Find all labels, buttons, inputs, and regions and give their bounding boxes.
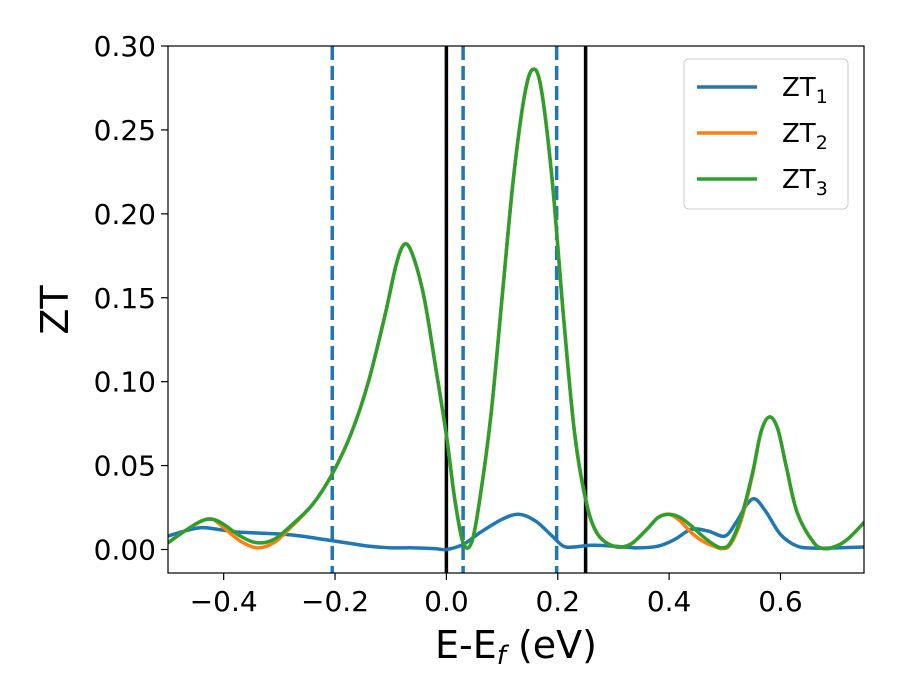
y-axis-label: ZT — [33, 285, 77, 335]
x-axis-ticks: −0.4 −0.2 0.0 0.2 0.4 0.6 — [190, 573, 803, 618]
x-tick-label: 0.4 — [647, 585, 692, 618]
legend: ZT1 ZT2 ZT3 — [683, 58, 849, 210]
x-tick-label: 0.6 — [758, 585, 803, 618]
series-lines — [168, 67, 864, 552]
y-axis-ticks: 0.00 0.05 0.10 0.15 0.20 0.25 0.30 — [94, 30, 168, 567]
plot-frame — [167, 45, 865, 574]
reference-lines — [330, 46, 588, 573]
x-axis-label-tail: (eV) — [506, 623, 597, 667]
y-tick-label: 0.05 — [94, 450, 156, 483]
x-axis-label: E-Ef (eV) — [435, 623, 597, 671]
legend-box — [683, 58, 849, 210]
y-tick-label: 0.30 — [94, 30, 156, 63]
legend-label-zt1: ZT1 — [782, 73, 828, 108]
x-tick-label: −0.2 — [301, 585, 369, 618]
legend-label-zt3: ZT3 — [782, 165, 828, 200]
x-tick-label: −0.4 — [190, 585, 258, 618]
y-tick-label: 0.25 — [94, 114, 156, 147]
y-tick-label: 0.20 — [94, 198, 156, 231]
x-tick-label: 0.0 — [424, 585, 469, 618]
x-tick-label: 0.2 — [535, 585, 580, 618]
x-axis-label-base: E-E — [435, 623, 497, 667]
series-line-zt3 — [168, 67, 864, 551]
y-tick-label: 0.10 — [94, 366, 156, 399]
y-tick-label: 0.15 — [94, 282, 156, 315]
legend-label-zt2: ZT2 — [782, 119, 828, 154]
y-tick-label: 0.00 — [94, 534, 156, 567]
